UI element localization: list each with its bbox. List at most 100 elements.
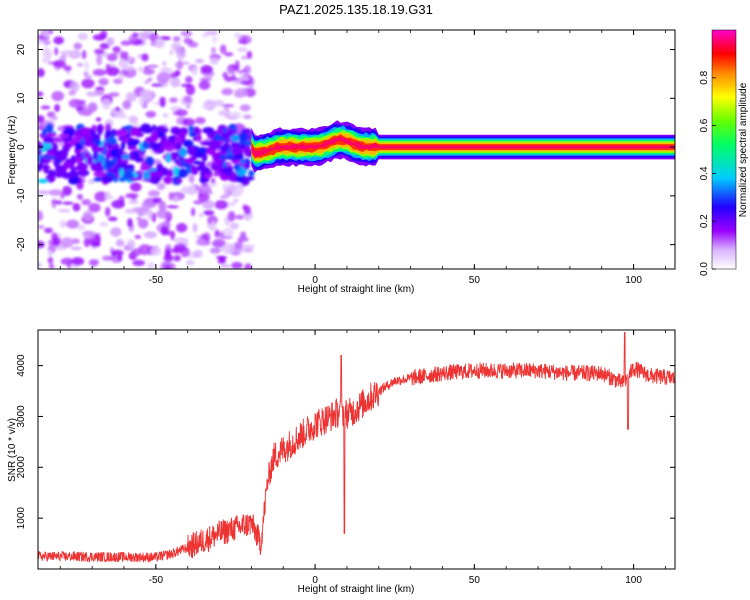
spectrogram-band-blob [195,133,202,143]
spectrogram-noise-blob [180,83,193,88]
spectrogram-noise-blob [144,200,153,204]
spectrogram-noise-blob [188,174,195,183]
spectrogram-noise-blob [172,195,179,203]
spectrogram-band-blob [45,151,55,156]
spectrogram-noise-blob [162,112,169,118]
spectrogram-band-blob [58,133,70,139]
spectrogram-noise-blob [106,53,118,62]
spectrogram-band-blob [202,126,215,134]
spectrogram-band-blob [170,128,181,134]
spectrogram-band-blob [80,137,85,146]
spectrogram-noise-blob [217,110,230,116]
spectrogram-noise-blob [68,98,82,108]
spectrogram-band-blob [143,141,150,150]
spectrogram-noise-blob [227,70,236,75]
spectrogram-y-tick-label: 0 [16,144,27,150]
snr-y-axis-label: SNR (10 * v/v) [7,418,18,482]
spectrogram-noise-blob [101,255,112,261]
spectrogram-band-blob [231,145,241,156]
spectrogram-noise-blob [224,52,234,57]
spectrogram-band-blob [165,153,171,163]
spectrogram-noise-blob [127,218,133,228]
spectrogram-noise-blob [60,257,74,266]
spectrogram-noise-blob [98,78,109,86]
spectrogram-noise-blob [48,263,55,269]
spectrogram-noise-blob [106,37,115,46]
spectrogram-band-blob [200,166,211,176]
spectrogram-noise-blob [71,238,80,244]
spectrogram-noise-blob [128,115,139,124]
spectrogram-band-blob [191,132,196,137]
spectrogram-noise-blob [119,50,126,61]
spectrogram-band-blob [86,155,94,165]
spectrogram-noise-blob [115,239,125,247]
spectrogram-noise-blob [144,80,150,85]
spectrogram-band-blob [38,140,42,148]
spectrogram-noise-blob [144,231,158,239]
spectrogram-noise-blob [54,47,59,56]
spectrogram-band-blob [104,159,114,169]
spectrogram-noise-blob [96,54,102,66]
spectrogram-noise-blob [38,210,44,222]
spectrogram-noise-blob [162,36,171,41]
spectrogram-noise-blob [238,185,245,193]
spectrogram-band-blob [180,159,185,165]
spectrogram-noise-blob [104,206,111,217]
spectrogram-noise-blob [185,84,196,96]
spectrogram-noise-blob [221,88,234,96]
spectrogram-noise-blob [138,244,152,256]
spectrogram-noise-blob [128,35,136,42]
spectrogram-y-tick-label: -20 [16,237,27,252]
spectrogram-noise-blob [180,186,193,195]
spectrogram-noise-blob [136,217,141,221]
spectrogram-noise-blob [229,111,242,119]
spectrogram-noise-blob [195,117,206,125]
spectrogram-noise-blob [156,72,171,84]
spectrogram-noise-blob [145,110,157,118]
figure-title: PAZ1.2025.135.18.19.G31 [279,2,433,17]
spectrogram-noise-blob [48,189,63,196]
spectrogram-band-blob [154,171,164,179]
spectrogram-noise-blob [147,209,153,220]
spectrogram-noise-blob [72,203,81,212]
spectrogram-noise-blob [38,68,45,78]
spectrogram-noise-blob [82,210,94,221]
spectrogram-noise-blob [166,205,179,209]
spectrogram-noise-blob [198,212,204,218]
spectrogram-noise-blob [93,48,105,55]
spectrogram-noise-blob [120,40,133,46]
spectrogram-noise-blob [163,254,174,262]
spectrogram-band-blob [51,142,59,153]
spectrogram-band-blob [220,154,226,161]
spectrogram-band-blob [43,163,49,174]
spectrogram-noise-blob [230,201,236,207]
spectrogram-noise-blob [168,97,179,103]
spectrogram-panel: -50 0 50 100 -20 -10 0 10 20 Height of straight … [7,29,676,295]
colorbar-tick-label: 0.4 [699,166,710,180]
spectrogram-band-blob [118,136,125,142]
spectrogram-noise-blob [50,200,63,204]
spectrogram-noise-blob [108,92,120,97]
spectrogram-noise-blob [122,100,132,110]
spectrogram-band-blob [181,163,193,168]
spectrogram-band-blob [127,145,135,151]
spectrogram-noise-blob [237,40,248,44]
spectrogram-noise-blob [86,91,99,97]
spectrogram-noise-blob [127,199,140,205]
spectrogram-noise-blobs [38,30,256,269]
spectrogram-noise-blob [229,222,239,230]
snr-panel: -50 0 50 100 1000 2000 3000 4000 Height of stra… [7,329,676,595]
spectrogram-band-blob [245,163,251,169]
spectrogram-x-tick-label: 100 [625,275,642,286]
spectrogram-noise-blob [111,199,125,209]
spectrogram-band-blob [141,127,154,134]
spectrogram-noise-blob [212,100,225,107]
spectrogram-noisy-band [38,123,257,186]
spectrogram-band-blob [97,128,103,136]
spectrogram-band-blob [199,176,208,184]
spectrogram-x-tick-label: -50 [149,275,164,286]
spectrogram-noise-blob [156,209,170,219]
spectrogram-noise-blob [186,104,191,109]
spectrogram-band-blob [91,124,97,131]
spectrogram-band-blob [232,134,237,143]
